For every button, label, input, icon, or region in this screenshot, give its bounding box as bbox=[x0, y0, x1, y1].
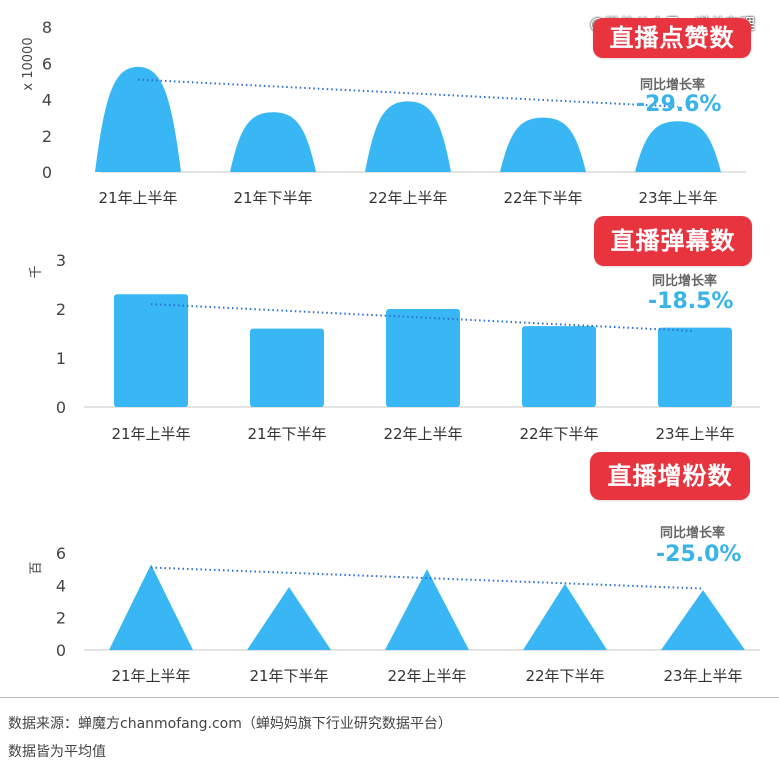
chart2-x-tick-label: 22年下半年 bbox=[519, 425, 598, 443]
chart3-x-tick-label: 21年下半年 bbox=[249, 667, 328, 685]
chart1-bar bbox=[500, 117, 586, 172]
average-note: 数据皆为平均值 bbox=[8, 744, 106, 760]
chart3-y-tick-label: 2 bbox=[56, 609, 66, 628]
chart2-x-tick-label: 21年上半年 bbox=[111, 425, 190, 443]
chart3-bar bbox=[247, 586, 331, 650]
chart2-y-tick-label: 3 bbox=[56, 251, 66, 270]
chart1-y-tick-label: 8 bbox=[42, 18, 52, 37]
chart1-bar bbox=[95, 66, 181, 172]
chart3-y-axis-label: 百 bbox=[29, 561, 44, 574]
chart2-x-tick-label: 21年下半年 bbox=[247, 425, 326, 443]
chart1-title-badge: 直播点赞数 bbox=[593, 18, 751, 58]
chart2-x-tick-label: 23年上半年 bbox=[655, 425, 734, 443]
chart2-y-axis-label: 千 bbox=[29, 265, 44, 278]
data-source-note: 数据来源：蝉魔方chanmofang.com（蝉妈妈旗下行业研究数据平台） bbox=[8, 716, 452, 732]
chart1-trend-line bbox=[137, 78, 679, 108]
chart3-bar bbox=[661, 590, 745, 650]
chart1-y-tick-label: 2 bbox=[42, 127, 52, 146]
chart1-x-tick-label: 21年上半年 bbox=[98, 189, 177, 207]
chart1-x-tick-label: 21年下半年 bbox=[233, 189, 312, 207]
chart1-y-tick-label: 6 bbox=[42, 54, 52, 73]
chart3-bar bbox=[385, 569, 469, 650]
chart2-bar bbox=[522, 326, 596, 407]
chart2-y-tick-label: 0 bbox=[56, 398, 66, 417]
chart1-yoy-label: 同比增长率 bbox=[640, 78, 706, 93]
chart3-bar bbox=[523, 583, 607, 650]
chart2-trend-line bbox=[150, 303, 696, 333]
footer-divider bbox=[0, 697, 779, 698]
chart1-x-tick-label: 23年上半年 bbox=[638, 189, 717, 207]
chart1-bar bbox=[635, 121, 721, 172]
chart3-y-tick-label: 4 bbox=[56, 576, 66, 595]
chart1-y-tick-label: 0 bbox=[42, 163, 52, 182]
chart2-x-tick-label: 22年上半年 bbox=[383, 425, 462, 443]
chart3-x-tick-label: 23年上半年 bbox=[663, 667, 742, 685]
chart3-trend-line bbox=[150, 566, 704, 590]
chart2-yoy-label: 同比增长率 bbox=[652, 274, 718, 289]
chart1-y-axis-label: x 10000 bbox=[21, 37, 36, 90]
chart2-bar bbox=[386, 309, 460, 407]
chart1-yoy-value: -29.6% bbox=[636, 92, 722, 117]
chart2-y-tick-label: 2 bbox=[56, 300, 66, 319]
chart3-y-tick-label: 0 bbox=[56, 641, 66, 660]
chart2-bar bbox=[114, 294, 188, 407]
chart1-bar bbox=[365, 101, 451, 172]
chart3-title-badge: 直播增粉数 bbox=[590, 452, 750, 500]
chart2-title-badge: 直播弹幕数 bbox=[594, 216, 752, 266]
chart2-y-tick-label: 1 bbox=[56, 349, 66, 368]
chart1-bar bbox=[230, 112, 316, 172]
chart3-yoy-value: -25.0% bbox=[656, 542, 742, 567]
chart2-bar bbox=[658, 327, 732, 407]
chart1-x-tick-label: 22年上半年 bbox=[368, 189, 447, 207]
chart2-bar bbox=[250, 328, 324, 407]
chart3-x-tick-label: 21年上半年 bbox=[111, 667, 190, 685]
chart3-x-tick-label: 22年下半年 bbox=[525, 667, 604, 685]
chart3-bar bbox=[109, 564, 193, 650]
chart1-y-tick-label: 4 bbox=[42, 91, 52, 110]
chart3-y-tick-label: 6 bbox=[56, 544, 66, 563]
chart3-x-tick-label: 22年上半年 bbox=[387, 667, 466, 685]
chart2-yoy-value: -18.5% bbox=[648, 289, 734, 314]
chart1-x-tick-label: 22年下半年 bbox=[503, 189, 582, 207]
chart3-yoy-label: 同比增长率 bbox=[660, 526, 726, 541]
